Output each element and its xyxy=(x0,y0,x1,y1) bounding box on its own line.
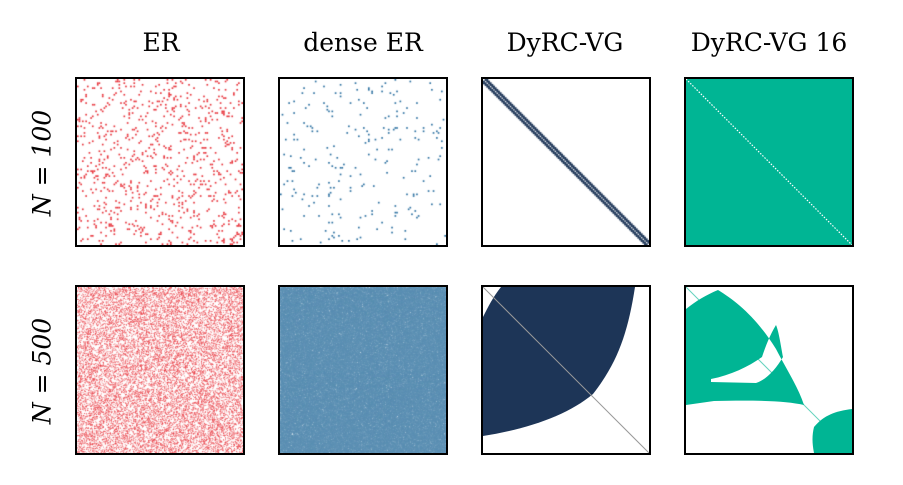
column-title-dyrc-vg: DyRC-VG xyxy=(506,28,624,57)
adjacency-matrix-er-n500 xyxy=(77,287,243,453)
panel-er-n500 xyxy=(75,285,245,455)
column-title-er: ER xyxy=(142,28,180,57)
panel-er-n100 xyxy=(75,77,245,247)
panel-dense-er-n500 xyxy=(278,285,448,455)
panel-dyrc-vg-n100 xyxy=(481,77,651,247)
adjacency-matrix-dyrc-vg-n100 xyxy=(483,79,649,245)
adjacency-matrix-dyrc-vg-n500 xyxy=(483,287,649,453)
row-label-n500: N = 500 xyxy=(27,317,57,425)
adjacency-matrix-er-n100 xyxy=(77,79,243,245)
column-title-dyrc-vg-16: DyRC-VG 16 xyxy=(690,28,848,57)
adjacency-matrix-dense-er-n100 xyxy=(280,79,446,245)
adjacency-matrix-dyrc-vg16-n100 xyxy=(686,79,852,245)
panel-dense-er-n100 xyxy=(278,77,448,247)
panel-dyrc-vg-n500 xyxy=(481,285,651,455)
adjacency-matrix-dyrc-vg16-n500 xyxy=(686,287,852,453)
panel-dyrc-vg16-n500 xyxy=(684,285,854,455)
adjacency-matrix-dense-er-n500 xyxy=(280,287,446,453)
panel-dyrc-vg16-n100 xyxy=(684,77,854,247)
column-title-dense-er: dense ER xyxy=(303,28,423,57)
row-label-n100: N = 100 xyxy=(27,109,57,217)
